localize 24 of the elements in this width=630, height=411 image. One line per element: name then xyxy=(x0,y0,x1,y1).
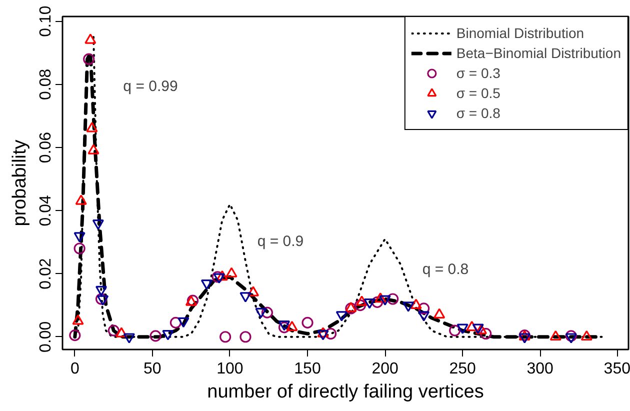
x-tick-label: 250 xyxy=(449,360,476,378)
legend-label: σ = 0.5 xyxy=(456,84,500,102)
annotation: q = 0.8 xyxy=(422,261,469,278)
x-tick-label: 300 xyxy=(526,360,554,378)
annotation: q = 0.9 xyxy=(257,233,304,250)
legend-label: Beta−Binomial Distribution xyxy=(456,44,621,62)
y-axis-title: probability xyxy=(10,139,30,226)
x-tick-label: 100 xyxy=(216,360,244,378)
legend-label: σ = 0.3 xyxy=(456,64,500,82)
x-tick-label: 200 xyxy=(372,360,398,378)
legend-label: Binomial Distribution xyxy=(456,24,584,42)
y-tick-label: 0.10 xyxy=(38,6,54,37)
legend-label: σ = 0.8 xyxy=(456,104,500,122)
x-tick-label: 150 xyxy=(294,360,321,378)
x-tick-label: 50 xyxy=(144,360,162,378)
y-tick-label: 0.02 xyxy=(38,258,54,290)
y-tick-label: 0.04 xyxy=(38,194,54,226)
y-tick-label: 0.06 xyxy=(38,132,54,164)
x-axis-title: number of directly failing vertices xyxy=(207,382,484,402)
annotation: q = 0.99 xyxy=(123,78,178,95)
x-tick-label: 350 xyxy=(604,360,630,378)
y-tick-label: 0.00 xyxy=(38,321,54,352)
x-tick-label: 0 xyxy=(70,360,80,378)
y-tick-label: 0.08 xyxy=(38,68,54,100)
